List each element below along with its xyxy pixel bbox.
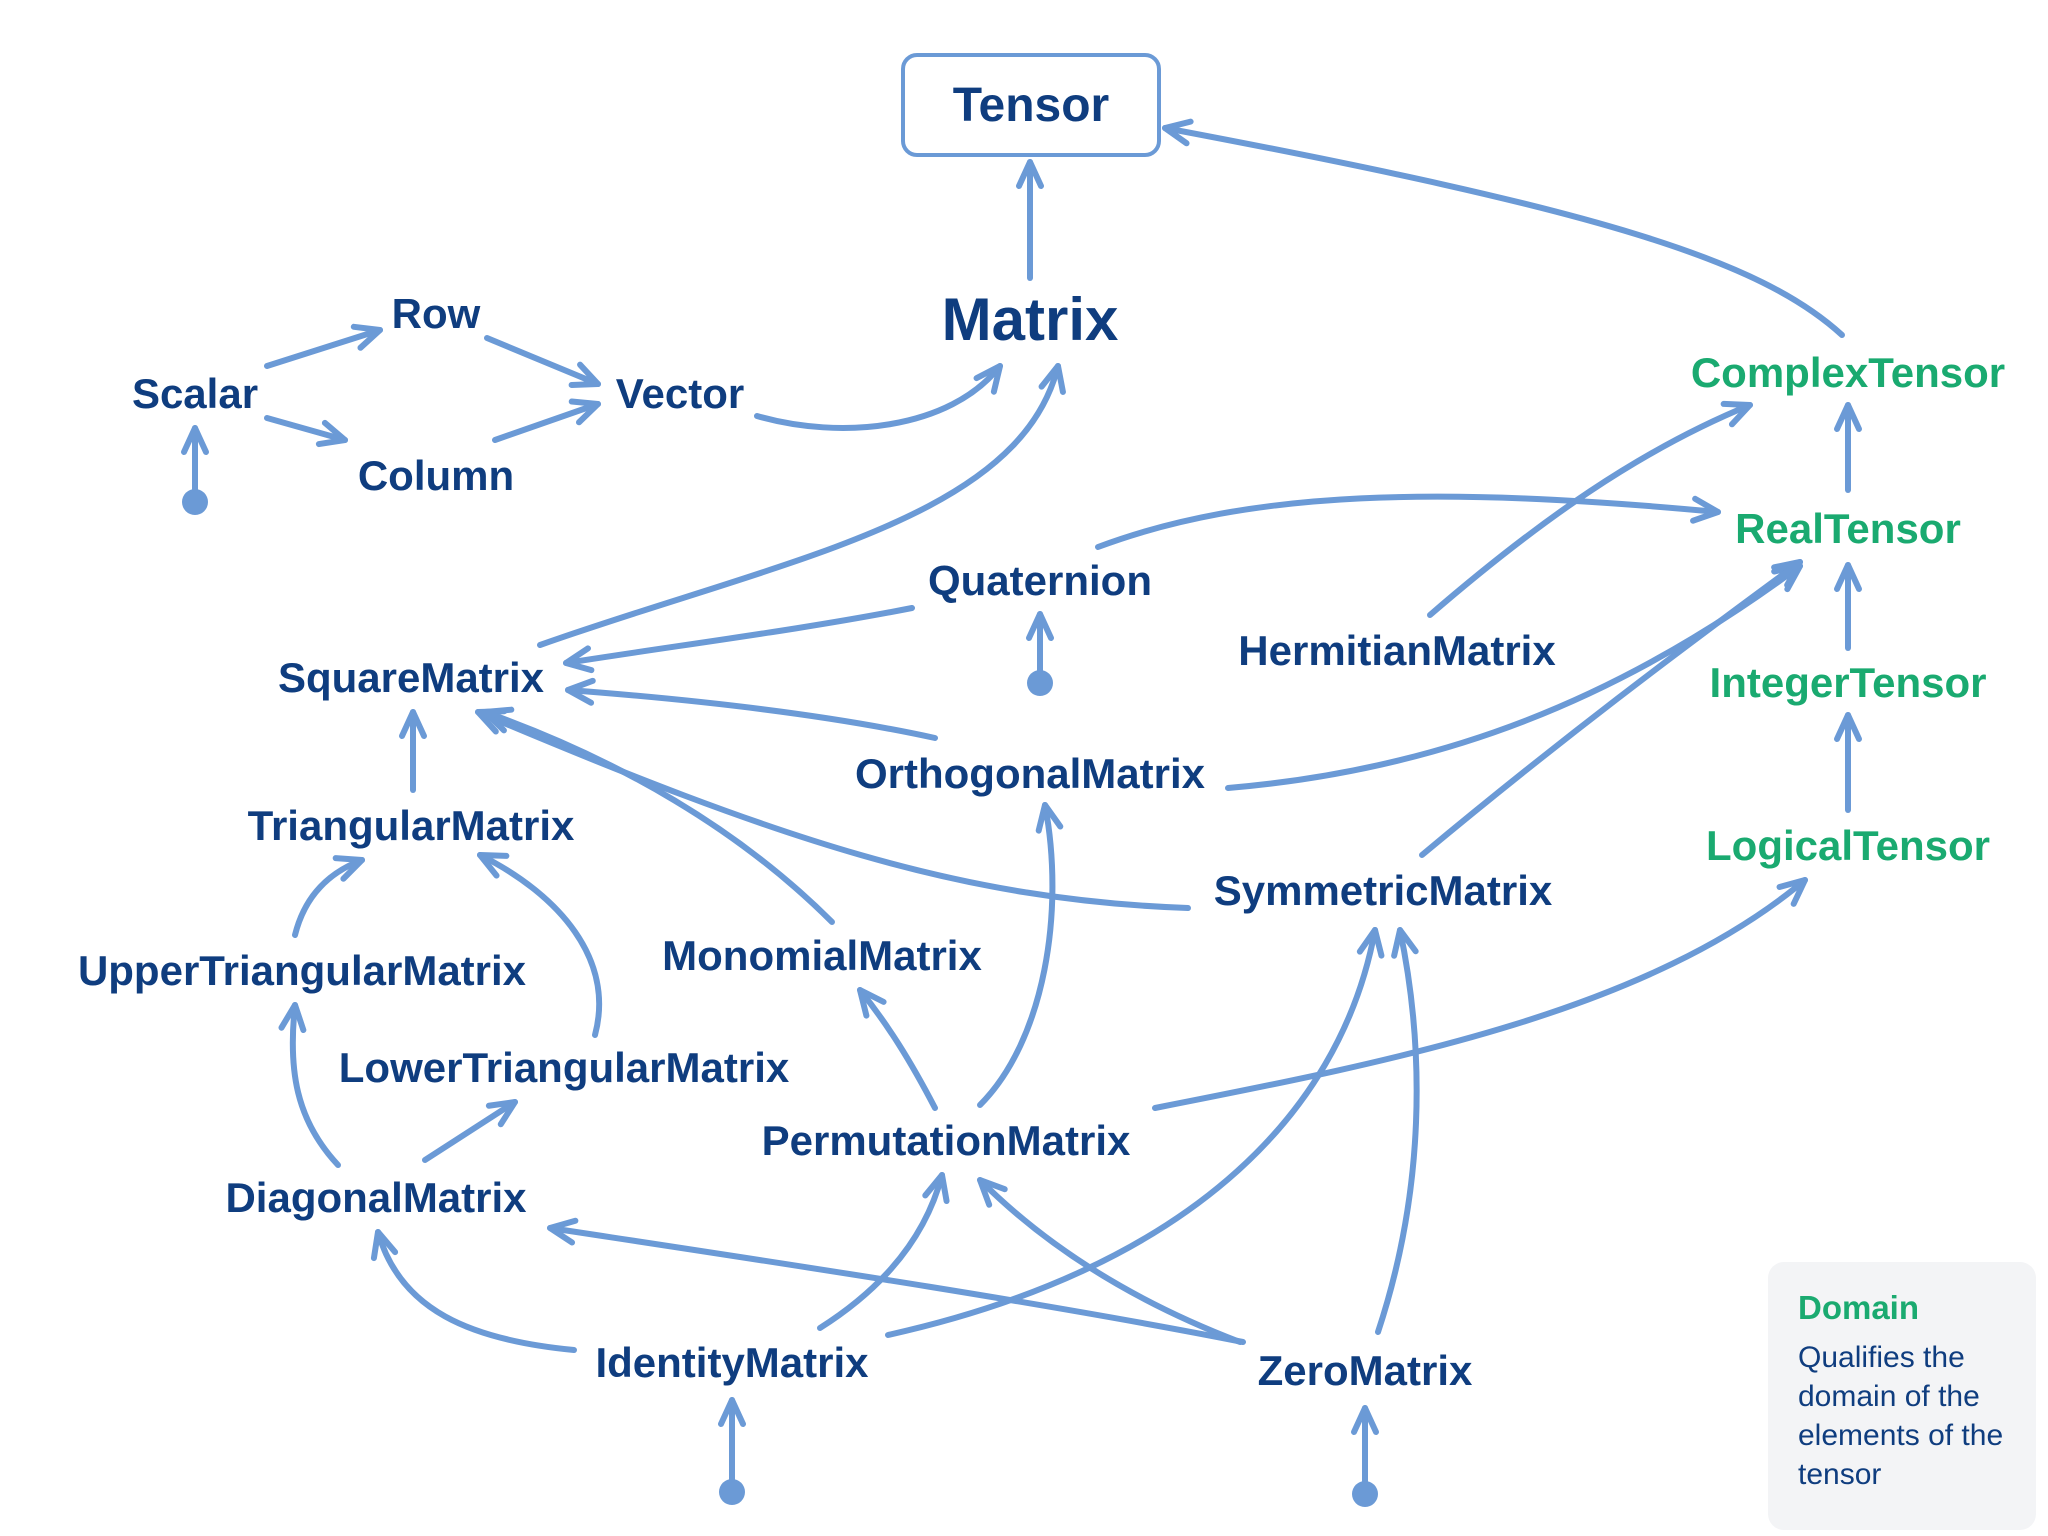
zero-source-dot (1352, 1481, 1378, 1507)
quaternion-source-dot (1027, 670, 1053, 696)
edge-squarematrix-matrix (537, 363, 1066, 648)
node-integer-tensor[interactable]: IntegerTensor (1710, 659, 1987, 706)
edge-upper-triangular (292, 855, 365, 938)
node-scalar[interactable]: Scalar (132, 370, 258, 417)
edge-permutation-monomial (857, 987, 938, 1111)
edge-lower-triangular (477, 852, 603, 1038)
node-permutation-matrix[interactable]: PermutationMatrix (762, 1117, 1131, 1164)
edge-permutation-orthogonal (977, 802, 1064, 1108)
legend-description: Qualifies the domain of the elements of … (1798, 1341, 2004, 1491)
node-square-matrix[interactable]: SquareMatrix (278, 654, 545, 701)
edge-column-vector (492, 398, 601, 443)
node-orthogonal-matrix[interactable]: OrthogonalMatrix (855, 750, 1206, 797)
edge-identity-diagonal (370, 1229, 577, 1353)
node-symmetric-matrix[interactable]: SymmetricMatrix (1214, 867, 1553, 914)
nodes: Tensor Matrix Row Scalar Column Vector C… (78, 79, 2005, 1394)
node-zero-matrix[interactable]: ZeroMatrix (1258, 1347, 1473, 1394)
edge-diagonal-lower (422, 1099, 518, 1163)
edge-vector-matrix (754, 363, 1003, 431)
node-logical-tensor[interactable]: LogicalTensor (1706, 822, 1990, 869)
edge-quaternion-realtensor (1095, 493, 1721, 550)
edge-identity-symmetric (885, 927, 1385, 1338)
edge-zero-diagonal (547, 1217, 1246, 1345)
edge-symmetric-realtensor (1419, 559, 1803, 858)
node-hermitian-matrix[interactable]: HermitianMatrix (1238, 627, 1556, 674)
node-tensor[interactable]: Tensor (953, 79, 1109, 132)
node-diagonal-matrix[interactable]: DiagonalMatrix (225, 1174, 527, 1221)
edge-monomial-squarematrix (482, 706, 835, 925)
node-identity-matrix[interactable]: IdentityMatrix (595, 1339, 869, 1386)
identity-source-dot (719, 1479, 745, 1505)
node-vector[interactable]: Vector (616, 370, 744, 417)
edge-orthogonal-squarematrix (565, 677, 938, 741)
edge-symmetric-squarematrix (475, 708, 1191, 911)
scalar-source-dot (182, 489, 208, 515)
node-real-tensor[interactable]: RealTensor (1735, 505, 1961, 552)
edge-zero-symmetric (1375, 927, 1420, 1335)
node-matrix[interactable]: Matrix (942, 286, 1119, 353)
legend-box: Domain Qualifies the domain of the eleme… (1768, 1262, 2036, 1530)
node-quaternion[interactable]: Quaternion (928, 557, 1152, 604)
edge-zero-permutation (977, 1177, 1243, 1345)
edge-scalar-row (264, 323, 383, 369)
node-lower-triangular-matrix[interactable]: LowerTriangularMatrix (339, 1044, 790, 1091)
edge-complextensor-tensor (1162, 118, 1845, 338)
node-triangular-matrix[interactable]: TriangularMatrix (248, 802, 575, 849)
edge-hermitian-complextensor (1427, 400, 1753, 618)
edge-quaternion-squarematrix (563, 605, 915, 674)
node-monomial-matrix[interactable]: MonomialMatrix (662, 932, 982, 979)
edge-diagonal-upper (278, 1002, 341, 1168)
legend-title: Domain (1798, 1289, 1920, 1326)
edge-permutation-logicaltensor (1152, 877, 1808, 1111)
edge-row-vector (484, 335, 601, 388)
node-row[interactable]: Row (392, 290, 481, 337)
edge-scalar-column (264, 415, 348, 448)
node-column[interactable]: Column (358, 452, 514, 499)
edges (181, 118, 1862, 1507)
node-upper-triangular-matrix[interactable]: UpperTriangularMatrix (78, 947, 527, 994)
edge-identity-permutation (817, 1172, 950, 1331)
tensor-root-box (901, 53, 1161, 157)
node-complex-tensor[interactable]: ComplexTensor (1691, 349, 2005, 396)
